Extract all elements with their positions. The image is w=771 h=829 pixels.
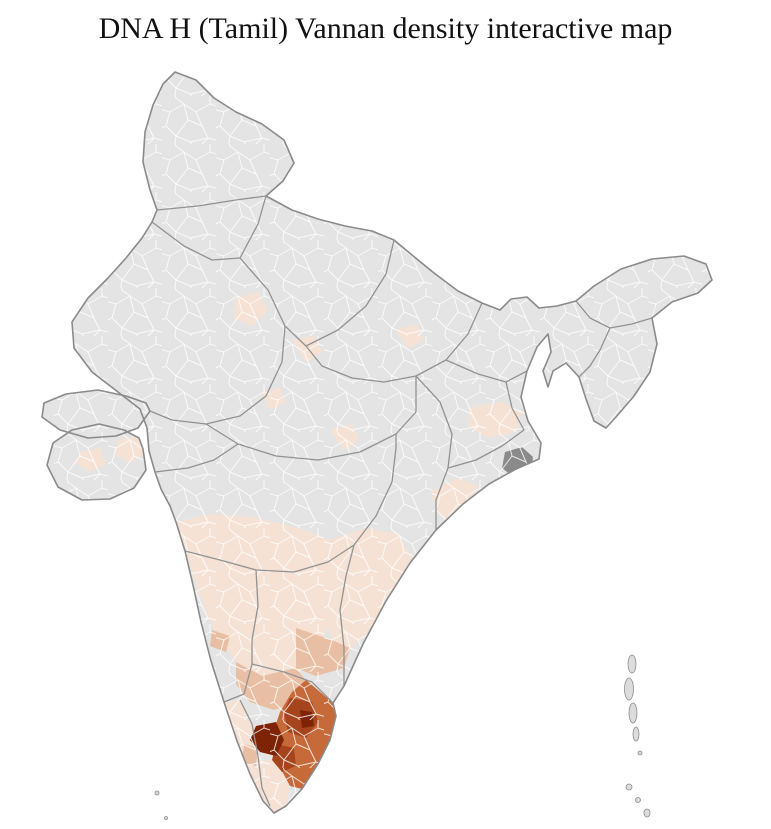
state-border-line: [149, 257, 286, 425]
district-borders-overlay: [42, 72, 712, 813]
state-border-line: [251, 663, 334, 704]
kutch-outline: [41, 389, 151, 439]
country-outline: [41, 71, 713, 814]
island-shape[interactable]: [625, 783, 633, 791]
state-border-line: [151, 221, 241, 261]
state-border-line: [305, 302, 483, 383]
mainland-outline: [71, 71, 713, 814]
state-border-line: [251, 569, 259, 664]
page-title: DNA H (Tamil) Vannan density interactive…: [98, 12, 673, 45]
island-shape[interactable]: [635, 797, 641, 803]
state-border-line: [154, 443, 239, 473]
saurashtra-outline: [46, 423, 147, 501]
state-border-line: [156, 195, 267, 211]
state-border-line: [447, 429, 525, 469]
state-border-line: [339, 544, 355, 686]
state-border-line: [284, 239, 395, 347]
state-border-line: [205, 376, 417, 461]
state-border-line: [445, 359, 528, 383]
island-shape[interactable]: [154, 790, 160, 796]
andaman-nicobar-islands[interactable]: [624, 654, 651, 818]
state-border-line: [578, 327, 611, 378]
state-border-line: [223, 663, 253, 703]
state-borders: [149, 195, 653, 807]
lakshadweep-islands[interactable]: [154, 790, 168, 820]
island-shape[interactable]: [627, 654, 637, 674]
island-shape[interactable]: [624, 677, 634, 701]
state-border-line: [505, 381, 525, 431]
state-border-line: [415, 375, 453, 530]
island-shape[interactable]: [628, 702, 638, 724]
state-border-line: [239, 195, 267, 259]
state-border-line: [239, 699, 271, 807]
island-shape[interactable]: [637, 750, 643, 756]
island-shape[interactable]: [643, 808, 651, 818]
island-shape[interactable]: [164, 816, 168, 820]
island-shape[interactable]: [632, 726, 640, 742]
state-border-line: [184, 544, 355, 573]
state-border-line: [353, 434, 397, 546]
